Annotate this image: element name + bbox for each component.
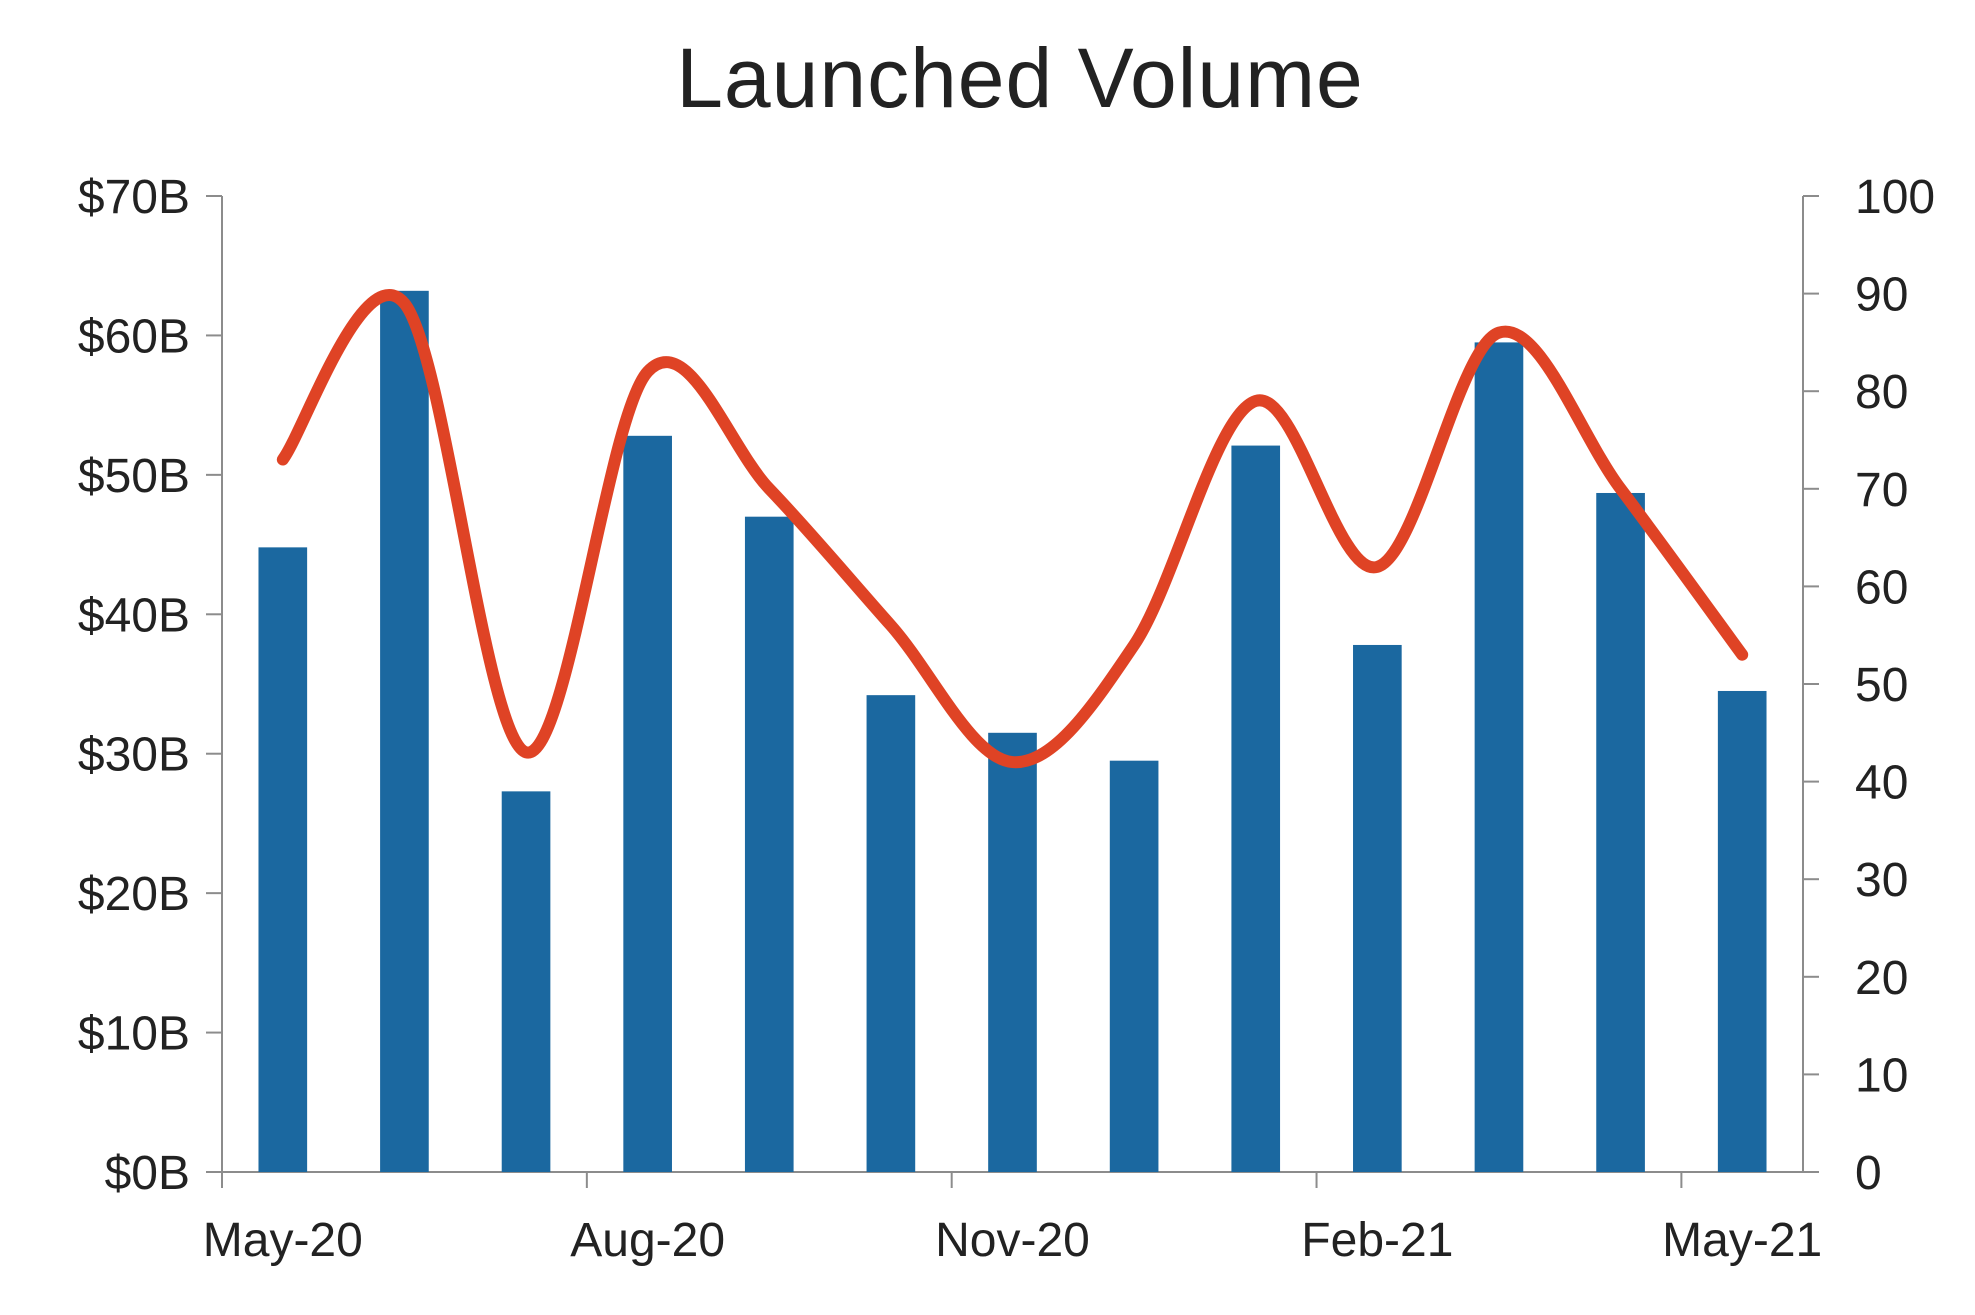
line-series (276, 289, 1749, 769)
right-y-tick-label: 40 (1855, 757, 1908, 810)
line-point (1012, 761, 1014, 763)
line-point (1376, 566, 1378, 568)
left-y-tick-label: $20B (78, 868, 190, 921)
left-y-tick-label: $30B (78, 729, 190, 782)
line-point (525, 751, 527, 753)
bar (501, 791, 551, 1172)
bar (1353, 644, 1402, 1172)
line-point (647, 371, 649, 373)
right-y-tick-label: 100 (1855, 171, 1935, 224)
left-y-tick-label: $10B (78, 1008, 190, 1061)
bar (1231, 445, 1281, 1172)
right-y-tick-label: 10 (1855, 1049, 1908, 1102)
chart-title: Launched Volume (676, 31, 1364, 125)
bar (380, 290, 429, 1173)
line-point (768, 488, 770, 490)
line-point (1498, 332, 1500, 334)
line-point (1741, 654, 1743, 656)
left-y-tick-label: $50B (78, 450, 190, 503)
line-point (1620, 488, 1622, 490)
left-y-tick-label: $70B (78, 171, 190, 224)
right-y-tick-label: 20 (1855, 952, 1908, 1005)
left-y-tick-label: $0B (105, 1147, 190, 1200)
bar (988, 732, 1037, 1172)
bar (623, 435, 672, 1172)
line-point (890, 624, 892, 626)
bar (744, 516, 794, 1172)
left-y-tick-label: $40B (78, 589, 190, 642)
bar (1109, 760, 1159, 1172)
right-y-tick-label: 60 (1855, 561, 1908, 614)
bar (1596, 492, 1645, 1172)
x-tick-label: Nov-20 (935, 1214, 1090, 1267)
right-y-tick-label: 80 (1855, 366, 1908, 419)
left-y-tick-label: $60B (78, 310, 190, 363)
right-y-tick-label: 0 (1855, 1147, 1882, 1200)
line-point (1133, 644, 1135, 646)
right-y-tick-label: 90 (1855, 269, 1908, 322)
x-tick-label: Aug-20 (570, 1214, 725, 1267)
right-y-tick-label: 50 (1855, 659, 1908, 712)
bar (258, 547, 308, 1172)
right-y-tick-label: 70 (1855, 464, 1908, 517)
line-point (403, 302, 405, 304)
x-tick-label: Feb-21 (1301, 1214, 1453, 1267)
right-y-tick-label: 30 (1855, 854, 1908, 907)
line-point (282, 459, 284, 461)
x-tick-label: May-20 (203, 1214, 363, 1267)
x-tick-label: May-21 (1662, 1214, 1822, 1267)
bar (1717, 690, 1767, 1172)
bar (866, 695, 916, 1172)
line-point (1255, 400, 1257, 402)
bar (1474, 342, 1524, 1172)
